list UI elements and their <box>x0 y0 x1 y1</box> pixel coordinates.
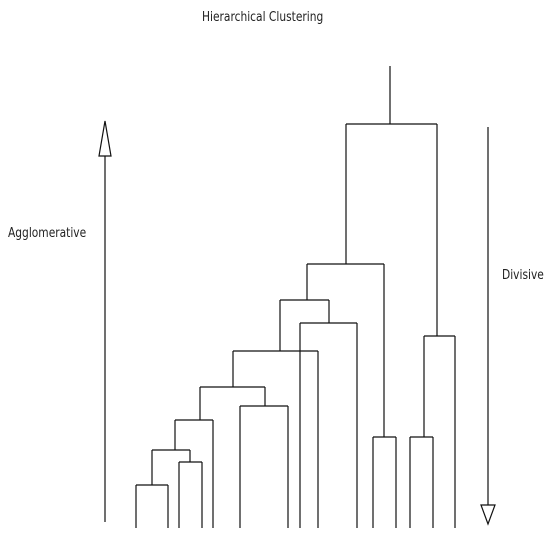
agglomerative-label: Agglomerative <box>8 226 87 241</box>
agglomerative-arrow <box>98 120 112 522</box>
divisive-arrow <box>480 127 496 526</box>
dendrogram-tree <box>135 66 456 528</box>
divisive-label: Divisive <box>502 268 544 283</box>
diagram-title: Hierarchical Clustering <box>202 10 324 25</box>
